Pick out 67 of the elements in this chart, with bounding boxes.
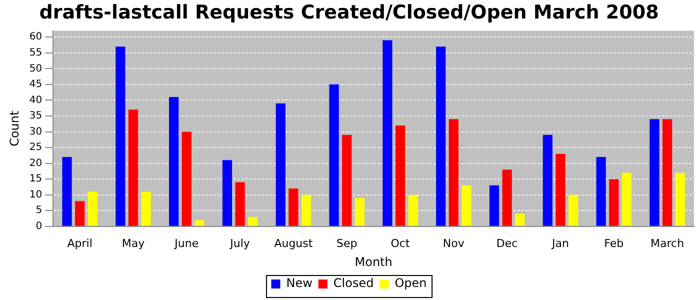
chart-title: drafts-lastcall Requests Created/Closed/Open March 2008	[39, 1, 659, 24]
bar	[301, 194, 312, 226]
y-tick-label: 5	[36, 205, 42, 216]
y-axis-title: Count	[7, 110, 22, 146]
bar	[436, 46, 446, 226]
bar	[169, 97, 179, 226]
bar	[609, 179, 619, 226]
x-tick-label: April	[67, 236, 92, 250]
bar	[354, 198, 364, 226]
x-tick-label: June	[174, 236, 199, 250]
y-tick-label: 35	[29, 110, 42, 122]
bar	[462, 185, 472, 226]
x-tick-label: Oct	[390, 236, 410, 250]
bar	[650, 119, 660, 226]
x-tick-label: Feb	[604, 236, 624, 250]
x-tick-label: August	[274, 236, 314, 250]
bar	[568, 194, 578, 226]
y-tick-label: 20	[29, 158, 42, 169]
bar	[88, 192, 98, 226]
y-tick-label: 45	[29, 79, 42, 90]
bar	[502, 170, 512, 226]
bar	[75, 201, 85, 226]
bar	[288, 188, 298, 226]
legend-label: New	[286, 276, 313, 290]
bar	[622, 172, 632, 226]
legend-label: Closed	[333, 276, 374, 290]
bar	[235, 182, 245, 226]
x-tick-label: May	[122, 236, 146, 250]
bar	[489, 185, 500, 226]
bar	[62, 156, 72, 226]
y-tick-label: 30	[29, 126, 42, 138]
bar	[556, 154, 566, 226]
y-tick-label: 0	[36, 220, 42, 232]
bar	[194, 220, 204, 226]
y-tick-label: 25	[29, 142, 42, 154]
bar	[408, 194, 418, 226]
bar	[596, 156, 606, 226]
bar	[276, 103, 286, 226]
x-tick-label: March	[650, 236, 684, 250]
bar	[342, 134, 352, 226]
bar	[116, 46, 126, 226]
bar	[329, 84, 339, 226]
x-tick-label: Nov	[442, 236, 465, 250]
bar	[141, 192, 151, 226]
bar	[662, 119, 672, 226]
x-tick-label: Sep	[336, 236, 358, 250]
bar	[222, 160, 232, 226]
y-tick-label: 60	[29, 32, 42, 43]
x-axis-title: Month	[354, 254, 392, 269]
x-tick-label: July	[229, 236, 250, 250]
bar	[182, 132, 192, 226]
x-tick-label: Jan	[551, 236, 569, 250]
y-tick-label: 40	[29, 94, 42, 106]
legend-label: Open	[394, 276, 427, 290]
y-tick-label: 50	[29, 63, 42, 74]
bar	[675, 172, 685, 226]
bar	[448, 119, 458, 226]
x-tick-label: Dec	[496, 236, 518, 250]
y-tick-label: 55	[29, 47, 42, 58]
bar	[515, 214, 525, 226]
bar	[128, 110, 138, 226]
y-tick-label: 15	[29, 174, 42, 185]
bar	[382, 40, 392, 226]
bar	[395, 125, 406, 226]
y-tick-label: 10	[29, 189, 42, 200]
bar	[248, 216, 258, 226]
bar	[542, 134, 552, 226]
